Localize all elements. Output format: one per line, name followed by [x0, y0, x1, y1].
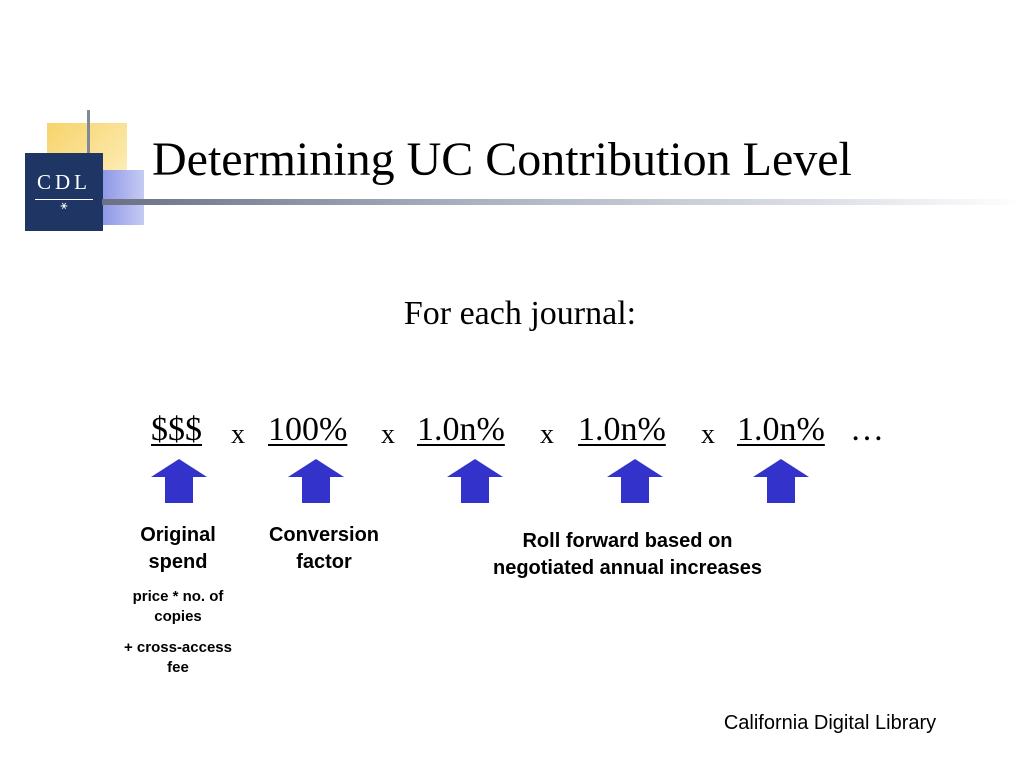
label-conversion-factor: Conversion factor — [268, 524, 380, 573]
subtitle: For each journal: — [403, 295, 637, 332]
label-original-spend: Original spend — [140, 524, 216, 573]
title-underline — [102, 199, 1024, 205]
formula-term-increase-2: 1.0n% — [578, 411, 666, 448]
logo-rule — [35, 199, 93, 200]
up-arrow-icon — [447, 459, 503, 503]
formula-term-increase-3: 1.0n% — [737, 411, 825, 448]
up-arrow-icon — [607, 459, 663, 503]
up-arrow-icon — [753, 459, 809, 503]
formula-term-increase-1: 1.0n% — [417, 411, 505, 448]
up-arrow-icon — [151, 459, 207, 503]
formula-term-spend: $$$ — [151, 411, 202, 448]
slide-title: Determining UC Contribution Level — [152, 133, 852, 186]
logo-star-icon: ⚹ — [60, 198, 68, 212]
logo-text: CDL — [37, 170, 91, 194]
formula-operator: x — [540, 419, 554, 450]
cdl-logo: CDL ⚹ — [25, 153, 103, 231]
decorative-vertical-line — [87, 110, 90, 156]
label-original-spend-detail: price * no. of copies — [132, 588, 224, 625]
formula-ellipsis: … — [850, 411, 884, 448]
decorative-lilac-square — [100, 170, 144, 225]
formula-operator: x — [381, 419, 395, 450]
formula-term-conversion: 100% — [268, 411, 348, 448]
formula-operator: x — [701, 419, 715, 450]
footer-text: California Digital Library — [723, 712, 937, 734]
label-original-spend-detail: + cross-access fee — [123, 639, 232, 676]
up-arrow-icon — [288, 459, 344, 503]
label-roll-forward: Roll forward based on negotiated annual … — [493, 530, 762, 579]
formula-operator: x — [231, 419, 245, 450]
